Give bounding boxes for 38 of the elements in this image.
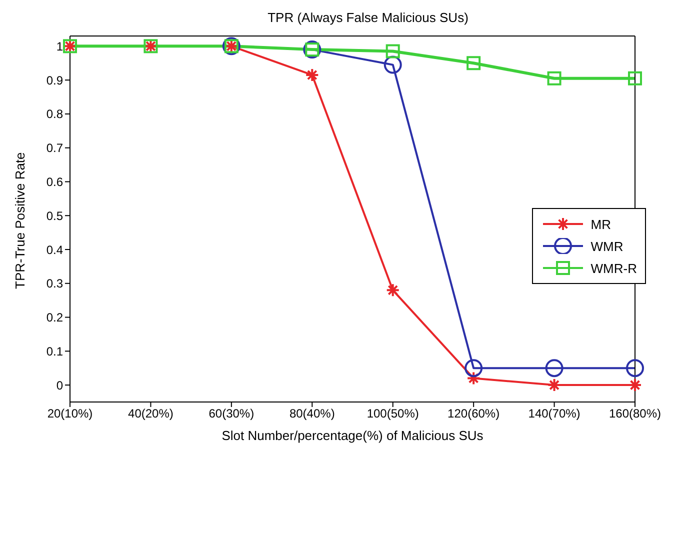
y-axis-title: TPR-True Positive Rate <box>12 152 28 289</box>
point <box>464 359 483 378</box>
x-tick-label: 20(10%) <box>47 406 93 421</box>
point <box>547 378 562 392</box>
x-tick-label: 60(30%) <box>208 406 254 421</box>
point <box>466 371 481 386</box>
point <box>628 71 642 86</box>
chart-title: TPR (Always False Malicious SUs) <box>266 10 470 25</box>
y-tick-label: 0.7 <box>46 141 64 156</box>
legend-label: WMR-R <box>590 260 637 276</box>
point <box>386 283 400 298</box>
legend-label: MR <box>590 216 611 232</box>
y-tick-label: 0.6 <box>46 174 64 189</box>
point <box>628 378 642 392</box>
x-tick-label: 160(80%) <box>608 406 662 421</box>
point <box>545 359 564 378</box>
y-tick-label: 0.9 <box>46 73 64 88</box>
y-tick-label: 0.5 <box>46 208 64 223</box>
y-tick-label: 1 <box>56 39 64 54</box>
x-tick-label: 100(50%) <box>366 406 419 421</box>
x-tick-label: 140(70%) <box>528 406 580 421</box>
point <box>547 71 562 86</box>
point <box>384 56 402 74</box>
y-tick-label: 0.8 <box>46 107 64 122</box>
point <box>626 359 644 378</box>
x-tick-label: 80(40%) <box>289 406 335 421</box>
x-tick-label: 120(60%) <box>448 406 500 421</box>
y-tick-label: 0.1 <box>46 344 64 358</box>
x-axis-title: Slot Number/percentage(%) of Malicious SUs <box>222 428 484 443</box>
x-tick-label: 40(20%) <box>128 406 174 421</box>
point <box>386 44 400 58</box>
y-tick-label: 0 <box>56 378 64 392</box>
point <box>466 56 481 70</box>
y-tick-label: 0.3 <box>46 276 64 291</box>
y-tick-label: 0.2 <box>46 310 64 325</box>
legend-label: WMR <box>590 238 624 254</box>
y-tick-label: 0.4 <box>46 242 64 257</box>
point <box>305 68 320 82</box>
